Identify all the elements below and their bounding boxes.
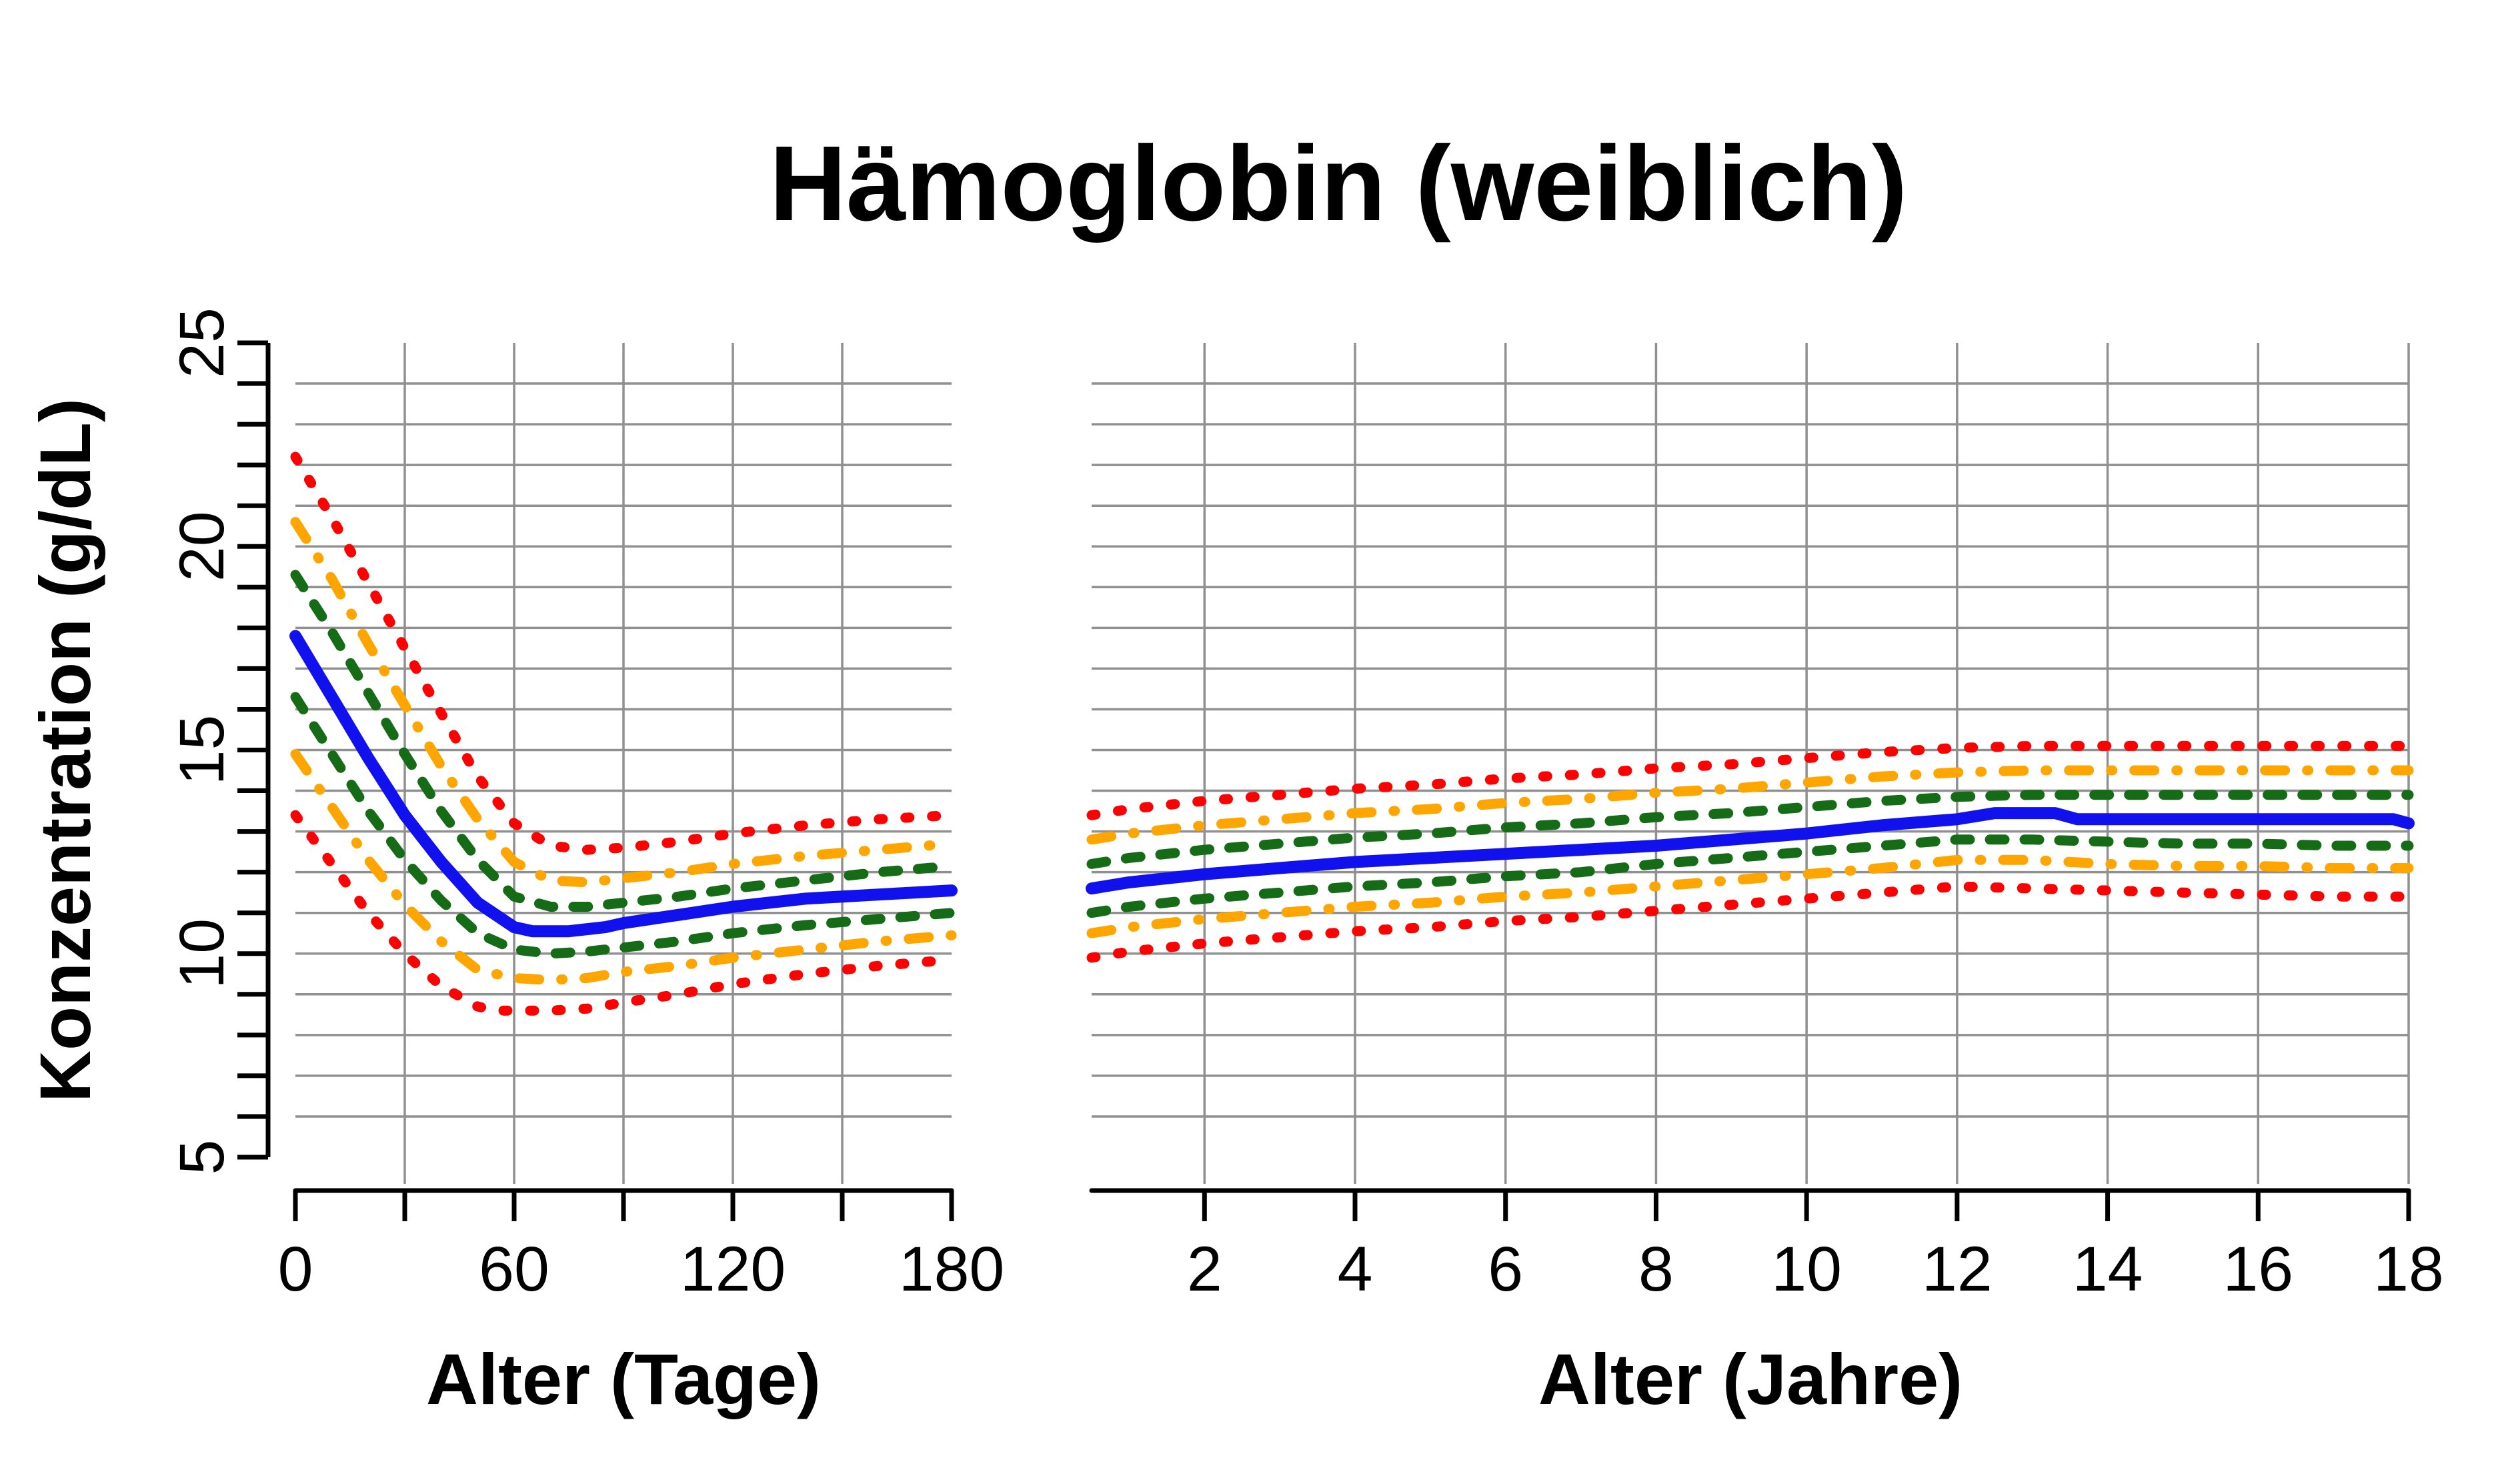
curve-upper-red-dotted-years — [1086, 740, 2414, 820]
curve-lower-red-dotted-years — [1086, 881, 2414, 963]
curve-median-blue-solid-days — [289, 630, 958, 938]
curves-layer — [289, 452, 2415, 1016]
x-tick-label: 18 — [2373, 1234, 2444, 1305]
curve-median-blue-solid-years — [1086, 807, 2415, 895]
x-tick-label: 4 — [1338, 1234, 1373, 1305]
curve-lower-red-dotted-days — [290, 810, 957, 1016]
curve-upper-green-dashed-days — [290, 570, 957, 912]
x-axis-label-days: Alter (Tage) — [426, 1339, 821, 1419]
x-tick-label: 8 — [1638, 1234, 1674, 1305]
y-tick-label: 15 — [167, 715, 237, 786]
curve-lower-green-dashed-days — [290, 692, 957, 959]
x-tick-label: 180 — [899, 1234, 1005, 1305]
chart-title: Hämoglobin (weiblich) — [770, 123, 1908, 243]
x-tick-label: 0 — [278, 1234, 313, 1305]
gridlines-layer — [295, 343, 2410, 1184]
x-tick-label: 14 — [2073, 1234, 2143, 1305]
x-tick-label: 6 — [1488, 1234, 1523, 1305]
x-tick-label: 16 — [2223, 1234, 2293, 1305]
x-tick-label: 12 — [1922, 1234, 1993, 1305]
x-tick-label: 60 — [479, 1234, 549, 1305]
curve-upper-orange-dashdot-years — [1086, 765, 2414, 845]
curve-upper-red-dotted-days — [290, 452, 957, 855]
x-axis-label-years: Alter (Jahre) — [1538, 1339, 1963, 1419]
curve-upper-green-dashed-years — [1086, 790, 2414, 869]
curve-lower-orange-dashdot-days — [290, 749, 957, 985]
axes-layer: 5 10 15 20 25 0 60 120 180 2 4 6 8 10 12 14 16 18 — [167, 307, 2444, 1305]
x-tick-label: 2 — [1187, 1234, 1222, 1305]
y-tick-label: 5 — [167, 1140, 237, 1175]
x-tick-label: 120 — [680, 1234, 786, 1305]
y-tick-label: 25 — [167, 307, 237, 378]
curve-lower-green-dashed-years — [1086, 834, 2414, 918]
curve-upper-orange-dashdot-days — [290, 517, 957, 888]
y-axis-label: Konzentration (g/dL) — [25, 398, 105, 1103]
x-tick-label: 10 — [1771, 1234, 1842, 1305]
y-tick-label: 10 — [167, 918, 237, 989]
y-tick-label: 20 — [167, 511, 237, 582]
